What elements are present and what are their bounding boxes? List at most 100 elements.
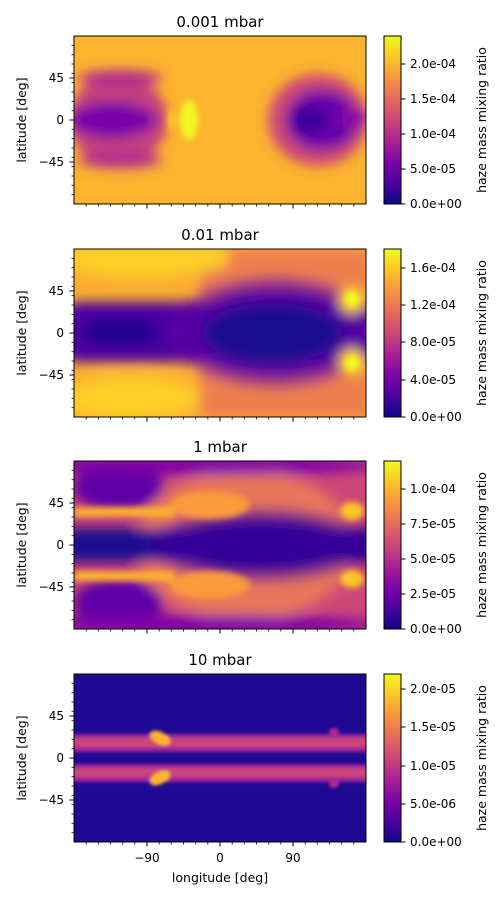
y-tick-label: 0 <box>56 538 64 552</box>
field-region-band-north-diffuse <box>170 491 250 519</box>
field-region-east-edge <box>341 108 366 128</box>
x-ticks <box>85 629 355 634</box>
colorbar-label: haze mass mixing ratio <box>474 47 489 193</box>
x-ticks <box>85 842 355 847</box>
y-tick-label: 0 <box>56 751 64 765</box>
x-ticks <box>85 204 355 209</box>
field-region-west-cell-s <box>74 579 163 627</box>
colorbar-tick-label: 0.0e+00 <box>410 622 462 636</box>
x-tick-label: 90 <box>285 851 300 865</box>
y-axis-label: latitude [deg] <box>14 77 29 162</box>
colorbar-tick-label: 1.5e-05 <box>410 720 456 734</box>
colorbar-tick-label: 0.0e+00 <box>410 410 462 424</box>
field-region-east-spot-north <box>329 728 339 736</box>
field-region-edge-north-peak <box>345 291 359 307</box>
colorbar: 0.0e+00 4.0e-05 8.0e-05 1.2e-04 1.6e-04 … <box>383 248 489 424</box>
colorbar-tick-label: 8.0e-05 <box>410 335 456 349</box>
colorbar-tick-label: 1.6e-04 <box>410 261 456 275</box>
field-region-west-arc-n <box>78 70 162 86</box>
y-tick-label: −45 <box>39 368 64 382</box>
y-tick-label: 0 <box>56 113 64 127</box>
field-region-edge-north <box>340 502 364 520</box>
panel-title: 0.001 mbar <box>176 13 264 31</box>
panel-0.01-mbar: 0.01 mbar <box>14 226 489 424</box>
field-region-west-cell-n <box>74 463 163 511</box>
colorbar-tick-label: 0.0e+00 <box>410 835 462 849</box>
field-region-spot-north <box>149 730 171 746</box>
y-tick-label: 0 <box>56 326 64 340</box>
colorbar-gradient <box>383 460 402 630</box>
y-ticks <box>69 44 74 196</box>
heatmap-field <box>74 249 366 417</box>
field-region-spot-south <box>149 770 171 786</box>
field-region-east-spot-south <box>329 780 339 788</box>
colorbar-tick-label: 1.0e-04 <box>410 127 456 141</box>
panel-10-mbar: 10 mbar −90 0 <box>14 651 489 885</box>
field-region-west-core <box>74 102 156 138</box>
y-ticks <box>69 257 74 409</box>
field-region-stripe-south-inner <box>74 768 366 777</box>
colorbar-tick-label: 1.5e-04 <box>410 92 456 106</box>
colorbar-tick-label: 1.0e-05 <box>410 759 456 773</box>
colorbar: 0.0e+00 5.0e-06 1.0e-05 1.5e-05 2.0e-05 … <box>383 673 489 849</box>
field-region-north-pole-low <box>74 461 366 475</box>
field-background <box>74 674 366 842</box>
colorbar-tick-label: 2.0e-04 <box>410 57 456 71</box>
x-tick-label: 0 <box>216 851 224 865</box>
colorbar-gradient <box>383 673 402 843</box>
field-region-west-core <box>80 318 160 346</box>
x-axis-label: longitude [deg] <box>172 870 268 885</box>
field-region-west-arc-s <box>78 152 162 168</box>
y-tick-label: 45 <box>49 496 64 510</box>
colorbar-tick-label: 7.5e-05 <box>410 517 456 531</box>
field-region-stripe-north-inner <box>74 738 366 747</box>
colorbar-tick-label: 2.0e-05 <box>410 682 456 696</box>
colorbar-label: haze mass mixing ratio <box>474 260 489 406</box>
y-tick-label: 45 <box>49 709 64 723</box>
field-region-band-south <box>74 571 174 581</box>
y-axis-label: latitude [deg] <box>14 290 29 375</box>
y-tick-label: −45 <box>39 793 64 807</box>
colorbar-tick-label: 5.0e-05 <box>410 162 456 176</box>
panel-title: 0.01 mbar <box>181 226 259 244</box>
colorbar-label: haze mass mixing ratio <box>474 472 489 618</box>
field-region-band-south-diffuse <box>170 571 250 599</box>
field-region-edge-south <box>340 570 364 588</box>
y-ticks <box>69 682 74 834</box>
x-ticks <box>85 417 355 422</box>
y-axis-label: latitude [deg] <box>14 502 29 587</box>
y-tick-label: −45 <box>39 580 64 594</box>
panel-title: 10 mbar <box>188 651 252 669</box>
colorbar-label: haze mass mixing ratio <box>474 685 489 831</box>
field-region-south-pole-low <box>74 615 366 629</box>
colorbar-tick-label: 1.2e-04 <box>410 298 456 312</box>
colorbar-tick-label: 0.0e+00 <box>410 197 462 211</box>
colorbar-tick-label: 5.0e-05 <box>410 552 456 566</box>
field-region-south-bright <box>74 376 200 417</box>
y-tick-label: −45 <box>39 155 64 169</box>
colorbar-gradient <box>383 35 402 205</box>
colorbar-tick-label: 4.0e-05 <box>410 373 456 387</box>
x-tick-label: −90 <box>134 851 159 865</box>
colorbar: 0.0e+00 2.5e-05 5.0e-05 7.5e-05 1.0e-04 … <box>383 460 489 636</box>
field-region-band-north <box>74 507 174 517</box>
heatmap-field <box>74 674 366 842</box>
colorbar: 0.0e+00 5.0e-05 1.0e-04 1.5e-04 2.0e-04 … <box>383 35 489 211</box>
field-region-east-deep <box>292 106 328 134</box>
y-tick-label: 45 <box>49 71 64 85</box>
y-axis-label: latitude [deg] <box>14 715 29 800</box>
panel-1-mbar: 1 mbar <box>14 438 489 636</box>
field-region-bright-peak-2 <box>168 108 176 132</box>
panel-0.001-mbar: 0.001 mbar <box>14 13 489 211</box>
field-region-east-core <box>202 303 342 363</box>
y-ticks <box>69 469 74 621</box>
colorbar-gradient <box>383 248 402 418</box>
colorbar-tick-label: 1.0e-04 <box>410 482 456 496</box>
field-region-edge-south-peak <box>345 355 359 371</box>
panel-title: 1 mbar <box>193 438 248 456</box>
field-region-bright-peak <box>180 100 198 140</box>
field-region-equator-rim <box>150 508 366 582</box>
heatmap-field <box>74 461 366 629</box>
colorbar-tick-label: 5.0e-06 <box>410 797 456 811</box>
